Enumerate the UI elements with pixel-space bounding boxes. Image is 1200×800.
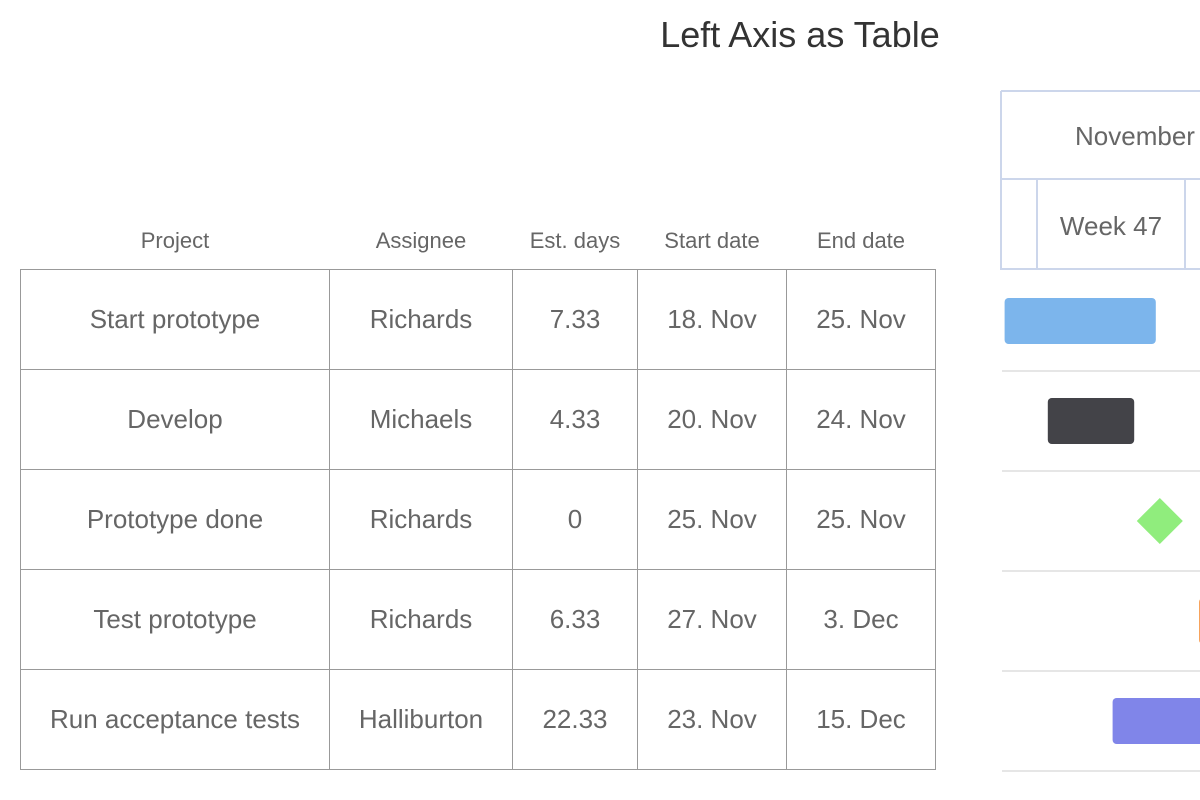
table-row: Prototype done Richards 0 25. Nov 25. No… [20, 469, 936, 570]
week-label: Week 47 [1060, 211, 1162, 241]
task-bar [1004, 298, 1156, 344]
header-est-days: Est. days [529, 228, 621, 253]
cell-project: Develop [20, 369, 330, 470]
milestone-point [1136, 498, 1183, 544]
header-end-date: End date [816, 228, 906, 253]
cell-end-date: 15. Dec [786, 669, 936, 770]
cell-assignee: Richards [329, 469, 513, 570]
cell-end-date: 25. Nov [786, 269, 936, 370]
cell-assignee: Richards [329, 569, 513, 670]
table-row: Test prototype Richards 6.33 27. Nov 3. … [20, 569, 936, 670]
header-assignee: Assignee [375, 228, 467, 253]
cell-project: Run acceptance tests [20, 669, 330, 770]
cell-project: Test prototype [20, 569, 330, 670]
cell-start-date: 25. Nov [637, 469, 787, 570]
table-row: Start prototype Richards 7.33 18. Nov 25… [20, 269, 936, 370]
chart-title: Left Axis as Table [660, 14, 940, 55]
cell-est-days: 7.33 [512, 269, 638, 370]
table-header-row: Project Assignee Est. days Start date En… [21, 213, 936, 270]
cell-start-date: 27. Nov [637, 569, 787, 670]
cell-end-date: 25. Nov [786, 469, 936, 570]
header-project: Project [140, 228, 210, 253]
left-axis-table: Project Assignee Est. days Start date En… [20, 213, 936, 770]
cell-assignee: Richards [329, 269, 513, 370]
cell-assignee: Michaels [329, 369, 513, 470]
cell-end-date: 24. Nov [786, 369, 936, 470]
cell-project: Prototype done [20, 469, 330, 570]
cell-project: Start prototype [20, 269, 330, 370]
header-start-date: Start date [664, 228, 760, 253]
cell-start-date: 23. Nov [637, 669, 787, 770]
month-label: November [1075, 121, 1195, 151]
cell-assignee: Halliburton [329, 669, 513, 770]
table-row: Develop Michaels 4.33 20. Nov 24. Nov [20, 369, 936, 470]
cell-start-date: 20. Nov [637, 369, 787, 470]
cell-est-days: 0 [512, 469, 638, 570]
task-bar [1047, 398, 1135, 444]
cell-est-days: 22.33 [512, 669, 638, 770]
cell-end-date: 3. Dec [786, 569, 936, 670]
table-row: Run acceptance tests Halliburton 22.33 2… [20, 669, 936, 770]
task-bar [1112, 698, 1200, 744]
